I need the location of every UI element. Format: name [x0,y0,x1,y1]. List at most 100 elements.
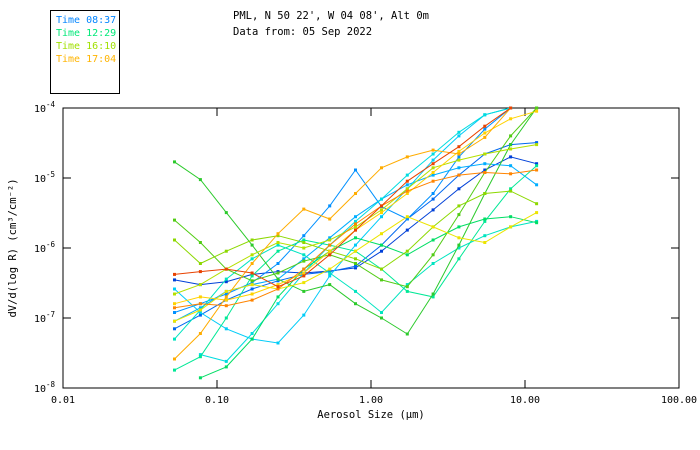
data-point-marker [457,145,461,149]
data-point-marker [302,238,306,242]
data-point-marker [509,187,513,191]
data-point-marker [483,124,487,128]
data-point-marker [483,135,487,139]
y-tick-label: 10-5 [34,170,55,185]
data-point-marker [380,243,383,247]
data-point-marker [198,332,202,335]
series-line-18 [173,106,513,289]
data-point-marker [509,143,513,147]
data-point-marker [380,232,383,236]
data-point-marker [509,134,513,138]
data-point-marker [276,285,280,289]
data-point-marker [198,308,202,312]
data-point-marker [328,217,332,221]
data-point-marker [276,232,280,236]
data-point-marker [328,243,332,247]
data-point-marker [431,192,435,195]
data-point-marker [509,106,513,110]
data-point-marker [535,164,539,168]
data-point-marker [250,257,254,261]
data-point-marker [224,277,228,281]
data-point-marker [354,219,357,223]
series-line-06 [198,106,513,363]
data-point-marker [250,262,254,265]
data-point-marker [250,281,254,285]
data-point-marker [354,225,357,229]
data-point-marker [328,204,332,208]
data-point-marker [250,271,254,275]
legend-item-time-0837: Time 08:37 [56,15,117,26]
x-axis-label: Aerosol Size (μm) [317,409,424,421]
series-line-10 [173,106,539,336]
data-point-marker [224,292,228,296]
data-point-marker [354,228,357,232]
chart-subtitle: Data from: 05 Sep 2022 [233,26,373,38]
data-point-marker [483,219,487,223]
data-point-marker [509,117,513,121]
data-point-marker [276,277,280,281]
data-point-marker [224,211,228,215]
data-point-marker [250,279,254,283]
data-point-marker [457,225,461,229]
data-point-marker [302,246,306,250]
data-point-marker [483,162,487,166]
y-axis-label: dV/d(log R) (cm³/cm⁻²) [7,178,19,317]
data-point-marker [276,295,280,299]
data-point-marker [328,283,332,287]
data-point-marker [457,149,461,153]
data-point-marker [431,262,435,265]
data-point-marker [483,171,487,174]
data-point-marker [380,197,383,201]
data-point-marker [431,162,435,166]
data-point-marker [405,285,409,289]
data-point-marker [302,253,306,257]
data-point-marker [173,306,176,310]
data-point-marker [509,215,513,219]
data-point-marker [483,168,487,172]
data-point-marker [483,152,487,156]
data-point-marker [354,266,357,270]
series-line-17 [173,168,539,310]
data-point-marker [302,207,306,211]
data-point-marker [457,236,461,240]
data-point-marker [173,278,176,282]
data-point-marker [276,302,280,306]
data-point-marker [431,238,435,242]
data-point-marker [535,143,539,147]
data-point-marker [224,289,228,293]
data-point-marker [302,313,306,317]
data-point-marker [173,337,176,341]
data-point-marker [405,215,409,219]
data-point-marker [509,164,513,168]
data-point-marker [483,217,487,221]
data-point-marker [535,221,539,225]
series-line [174,110,537,305]
data-point-marker [354,302,357,306]
data-point-marker [224,316,228,320]
data-point-marker [250,287,254,291]
data-point-marker [250,253,254,257]
data-point-marker [328,267,332,271]
data-point-marker [457,155,461,159]
data-point-marker [483,192,487,195]
data-point-marker [250,243,254,247]
legend-item-time-1229: Time 12:29 [56,28,117,39]
series-line-16 [173,106,513,361]
y-tick-label: 10-7 [34,310,55,325]
data-point-marker [198,241,202,244]
data-point-marker [457,187,461,191]
data-point-marker [328,271,332,275]
data-point-marker [173,327,176,331]
data-point-marker [354,192,357,195]
data-point-marker [431,166,435,170]
chart-title: PML, N 50 22', W 04 08', Alt 0m [233,10,429,22]
y-tick-label: 10-8 [34,380,56,395]
data-point-marker [457,257,461,261]
data-point-marker [380,211,383,215]
data-point-marker [457,246,461,250]
data-point-marker [405,217,409,221]
data-point-marker [276,287,280,291]
data-point-marker [354,168,357,172]
data-point-marker [302,274,306,278]
data-point-marker [198,311,202,314]
